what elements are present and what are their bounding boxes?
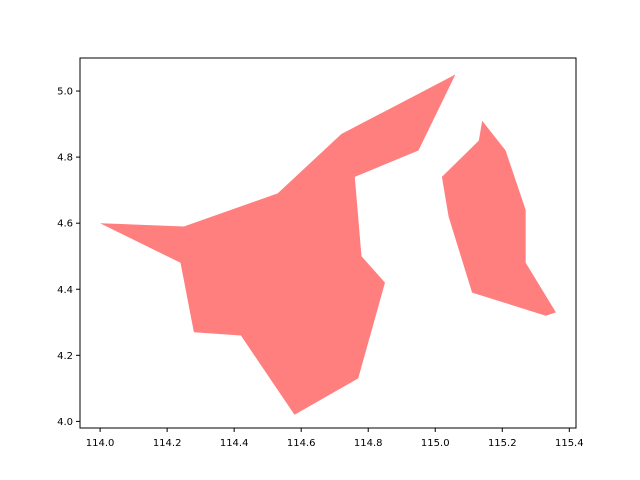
x-tick-label: 114.8 <box>354 438 383 449</box>
x-tick-label: 114.2 <box>153 438 182 449</box>
x-tick-label: 115.2 <box>488 438 517 449</box>
x-axis: 114.0 114.2 114.4 114.6 114.8 115.0 115.2 115.4 <box>86 428 584 449</box>
y-axis: 4.0 4.2 4.4 4.6 4.8 5.0 <box>57 87 80 428</box>
x-tick-label: 115.0 <box>421 438 450 449</box>
polygon-2 <box>441 120 556 316</box>
plot-frame <box>79 57 577 429</box>
y-tick-label: 4.8 <box>57 153 73 164</box>
x-tick-label: 115.4 <box>555 438 584 449</box>
y-tick-label: 4.4 <box>57 285 73 296</box>
y-tick-label: 4.2 <box>57 351 73 362</box>
polygons-layer <box>100 74 556 415</box>
y-tick-label: 4.6 <box>57 219 73 230</box>
polygon-1 <box>100 74 456 415</box>
x-tick-label: 114.4 <box>220 438 249 449</box>
y-tick-label: 4.0 <box>57 417 73 428</box>
x-tick-label: 114.6 <box>287 438 316 449</box>
x-tick-label: 114.0 <box>86 438 115 449</box>
y-tick-label: 5.0 <box>57 87 73 98</box>
